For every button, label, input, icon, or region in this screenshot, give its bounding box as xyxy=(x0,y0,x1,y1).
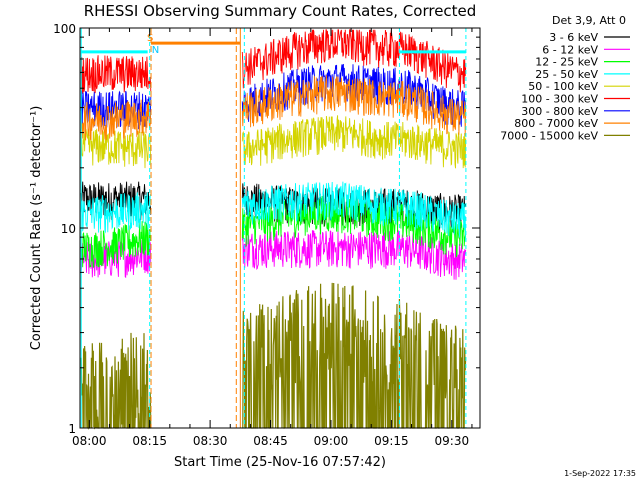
legend-label: 800 - 7000 keV xyxy=(514,117,598,130)
x-axis: 08:00 08:15 08:30 08:45 09:00 09:15 09:30 xyxy=(72,28,473,448)
y-tick-label: 1 xyxy=(68,422,76,436)
y-tick-label: 100 xyxy=(53,22,76,36)
x-tick-label: 09:00 xyxy=(314,434,349,448)
series-line xyxy=(80,181,467,242)
y-axis: 1 10 100 xyxy=(53,22,480,436)
x-tick-label: 08:30 xyxy=(193,434,228,448)
x-axis-label: Start Time (25-Nov-16 07:57:42) xyxy=(174,455,386,470)
timestamp: 1-Sep-2022 17:35 xyxy=(564,469,636,478)
x-tick-label: 08:00 xyxy=(72,434,107,448)
flag-n: N xyxy=(152,45,159,56)
legend-title: Det 3,9, Att 0 xyxy=(552,14,626,27)
flag-s: S xyxy=(147,33,153,44)
legend-label: 100 - 300 keV xyxy=(521,93,598,106)
legend-label: 7000 - 15000 keV xyxy=(500,129,598,142)
legend-label: 300 - 800 keV xyxy=(521,105,598,118)
series-line xyxy=(80,29,467,94)
series-line xyxy=(80,115,467,169)
chart-title: RHESSI Observing Summary Count Rates, Co… xyxy=(84,2,477,20)
x-tick-label: 09:15 xyxy=(374,434,409,448)
x-tick-label: 09:30 xyxy=(435,434,470,448)
x-tick-label: 08:45 xyxy=(253,434,288,448)
series-line xyxy=(80,75,467,141)
overlay-layer: SN xyxy=(80,28,467,428)
legend-label: 12 - 25 keV xyxy=(535,56,598,69)
legend-label: 6 - 12 keV xyxy=(542,43,598,56)
legend-label: 50 - 100 keV xyxy=(528,80,598,93)
y-tick-label: 10 xyxy=(61,222,76,236)
legend-label: 3 - 6 keV xyxy=(549,31,598,44)
series-layer xyxy=(80,29,467,430)
legend-label: 25 - 50 keV xyxy=(535,68,598,81)
y-axis-label: Corrected Count Rate (s⁻¹ detector⁻¹) xyxy=(29,106,44,351)
x-tick-label: 08:15 xyxy=(132,434,167,448)
